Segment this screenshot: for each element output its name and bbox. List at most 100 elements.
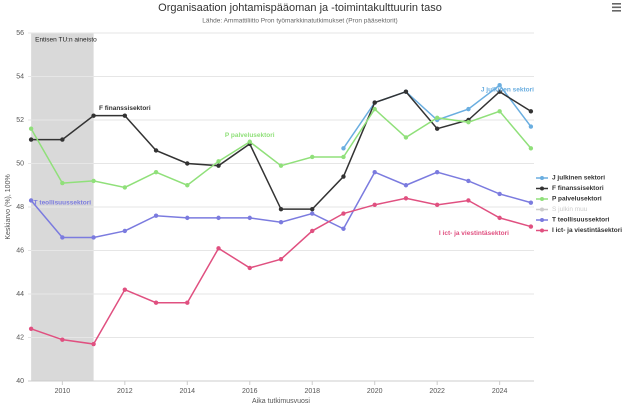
data-point <box>91 341 96 347</box>
data-point <box>341 211 346 216</box>
y-tick-label: 44 <box>16 291 24 298</box>
data-point <box>247 139 252 144</box>
data-point <box>372 100 377 105</box>
y-tick-label: 40 <box>16 378 24 385</box>
series-annotation: J julkinen sektori <box>481 86 534 93</box>
series-annotation: I ict- ja viestintäsektori <box>439 230 509 237</box>
data-point <box>528 146 534 151</box>
data-point <box>310 228 315 234</box>
x-axis-label: Aika tutkimusvuosi <box>252 398 310 405</box>
data-point <box>91 113 96 118</box>
data-point <box>122 228 128 234</box>
data-point <box>153 213 159 218</box>
data-point <box>466 178 471 184</box>
data-point <box>247 265 252 271</box>
data-point <box>278 163 284 168</box>
data-point <box>185 215 190 221</box>
data-point <box>60 235 65 240</box>
data-point <box>341 154 346 160</box>
data-point <box>278 257 284 262</box>
data-point <box>341 226 346 231</box>
data-point <box>434 126 440 131</box>
x-tick-label: 2022 <box>429 388 445 395</box>
y-tick-label: 46 <box>16 247 24 254</box>
data-point <box>247 215 252 221</box>
data-point <box>372 106 377 112</box>
data-point <box>60 180 65 186</box>
legend-label[interactable]: T teollisuussektori <box>552 217 610 224</box>
series-line <box>30 107 532 189</box>
data-point <box>28 126 34 131</box>
data-point <box>497 83 502 88</box>
x-tick-label: 2012 <box>117 388 133 395</box>
data-point <box>278 220 284 225</box>
legend-label[interactable]: I ict- ja viestintäsektori <box>552 227 622 234</box>
y-tick-label: 52 <box>16 117 24 124</box>
data-point <box>341 174 346 179</box>
x-tick-label: 2020 <box>367 388 383 395</box>
data-point <box>434 170 440 175</box>
data-point <box>434 115 440 121</box>
data-point <box>122 185 128 190</box>
band-label: Entisen TU:n aineisto <box>35 37 97 44</box>
data-point <box>28 326 34 331</box>
legend-marker <box>540 197 544 201</box>
data-point <box>434 202 440 208</box>
x-tick-label: 2014 <box>180 388 196 395</box>
data-point <box>185 300 190 305</box>
data-point <box>528 109 534 114</box>
data-point <box>403 196 409 201</box>
y-axis-label: Keskiarvo (%), 100% <box>5 174 12 239</box>
data-point <box>466 106 471 112</box>
legend-label[interactable]: J julkinen sektori <box>552 175 605 182</box>
y-tick-label: 50 <box>16 160 24 167</box>
data-point <box>60 337 65 342</box>
series-annotation: F finanssisektori <box>99 105 151 112</box>
series-annotation: T teollisuussektori <box>34 199 92 206</box>
data-point <box>497 89 502 94</box>
data-point <box>216 159 221 164</box>
x-tick-label: 2024 <box>492 388 508 395</box>
data-point <box>310 206 315 212</box>
data-point <box>403 89 409 94</box>
legend-marker <box>540 228 544 233</box>
data-point <box>403 183 409 188</box>
legend-label[interactable]: P palvelusektori <box>552 196 602 203</box>
data-point <box>528 124 534 129</box>
x-tick-label: 2016 <box>242 388 258 395</box>
menu-icon[interactable] <box>612 3 621 12</box>
data-point <box>122 113 128 118</box>
series-annotation: P palvelusektori <box>225 132 275 139</box>
chart-title: Organisaation johtamispääoman ja -toimin… <box>158 2 442 14</box>
legend-marker <box>540 186 544 191</box>
data-point <box>185 183 190 188</box>
data-point <box>216 215 221 221</box>
legend-label[interactable]: F finanssisektori <box>552 185 604 192</box>
data-point <box>153 148 159 153</box>
y-tick-label: 42 <box>16 334 24 341</box>
data-point <box>153 300 159 305</box>
data-point <box>91 235 96 240</box>
legend-marker <box>540 218 544 222</box>
data-point <box>372 202 377 208</box>
data-point <box>28 137 34 142</box>
data-point <box>28 198 34 203</box>
data-point <box>403 135 409 140</box>
data-point <box>60 137 65 142</box>
series-line <box>30 171 532 239</box>
legend-label[interactable]: S julkin muu <box>552 206 588 213</box>
data-point <box>528 224 534 229</box>
data-point <box>122 287 128 292</box>
data-point <box>216 246 221 251</box>
data-point <box>497 191 502 197</box>
data-point <box>341 146 346 151</box>
data-point <box>528 200 534 205</box>
data-point <box>310 154 315 160</box>
x-tick-label: 2018 <box>304 388 320 395</box>
data-point <box>372 170 377 175</box>
data-point <box>466 119 471 125</box>
data-point <box>185 161 190 166</box>
data-point <box>91 178 96 184</box>
y-tick-label: 54 <box>16 73 24 80</box>
